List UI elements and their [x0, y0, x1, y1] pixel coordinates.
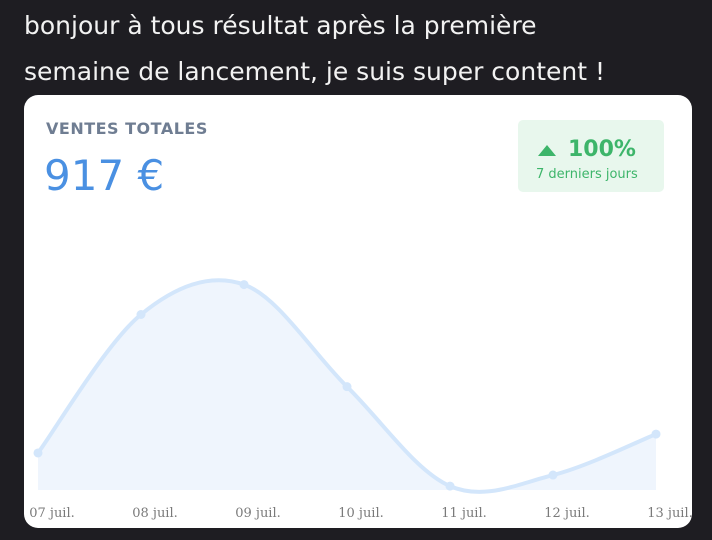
x-tick-label: 09 juil.	[235, 506, 281, 521]
post-line: semaine de lancement, je suis super cont…	[24, 57, 605, 86]
point	[33, 448, 43, 458]
x-tick-label: 08 juil.	[132, 506, 178, 521]
card-label: VENTES TOTALES	[46, 119, 208, 138]
badge-change: 100%	[568, 137, 636, 162]
area	[38, 280, 656, 492]
plot: 07 juil. 08 juil. 09 juil. 10 juil. 11 juil.…	[29, 278, 693, 521]
point	[651, 429, 661, 439]
x-tick-label: 12 juil.	[544, 506, 590, 521]
point	[239, 280, 249, 290]
total: 917 €	[44, 151, 164, 200]
point	[136, 310, 146, 319]
post-line: bonjour à tous résultat après la premièr…	[24, 11, 537, 40]
x-tick-label: 11 juil.	[441, 506, 487, 521]
point	[342, 382, 352, 392]
point	[548, 470, 558, 480]
up-arrow	[538, 145, 556, 156]
badge	[518, 120, 664, 192]
x-tick-label: 07 juil.	[29, 506, 75, 521]
x-tick-label: 13 juil.	[647, 506, 693, 521]
point	[445, 481, 455, 491]
x-tick-label: 10 juil.	[338, 506, 384, 521]
badge-period: 7 derniers jours	[536, 167, 638, 182]
